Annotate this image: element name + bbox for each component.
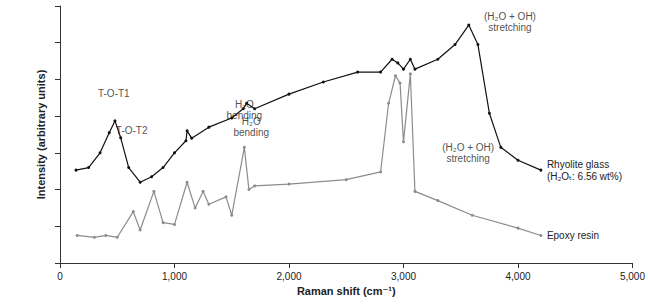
svg-text:0: 0 bbox=[57, 271, 63, 282]
svg-text:Epoxy resin: Epoxy resin bbox=[547, 230, 599, 241]
svg-text:5,000: 5,000 bbox=[620, 271, 645, 282]
svg-text:2,000: 2,000 bbox=[276, 271, 301, 282]
svg-text:H₂O: H₂O bbox=[242, 116, 261, 127]
svg-text:H₂O: H₂O bbox=[235, 99, 254, 110]
svg-text:T-O-T1: T-O-T1 bbox=[98, 88, 130, 99]
svg-text:bending: bending bbox=[233, 127, 269, 138]
svg-text:(H₂Oₜ: 6.56 wt%): (H₂Oₜ: 6.56 wt%) bbox=[547, 171, 622, 182]
svg-text:Raman shift (cm⁻¹): Raman shift (cm⁻¹) bbox=[297, 285, 396, 297]
svg-text:4,000: 4,000 bbox=[505, 271, 530, 282]
svg-text:1,000: 1,000 bbox=[162, 271, 187, 282]
svg-text:(H₂O + OH): (H₂O + OH) bbox=[442, 142, 494, 153]
svg-text:3,000: 3,000 bbox=[391, 271, 416, 282]
svg-text:Intensity (arbitrary units): Intensity (arbitrary units) bbox=[35, 69, 47, 199]
svg-text:stretching: stretching bbox=[488, 22, 531, 33]
svg-text:(H₂O + OH): (H₂O + OH) bbox=[484, 11, 536, 22]
svg-text:stretching: stretching bbox=[447, 153, 490, 164]
svg-text:Rhyolite glass: Rhyolite glass bbox=[547, 159, 609, 170]
svg-text:T-O-T2: T-O-T2 bbox=[116, 125, 148, 136]
